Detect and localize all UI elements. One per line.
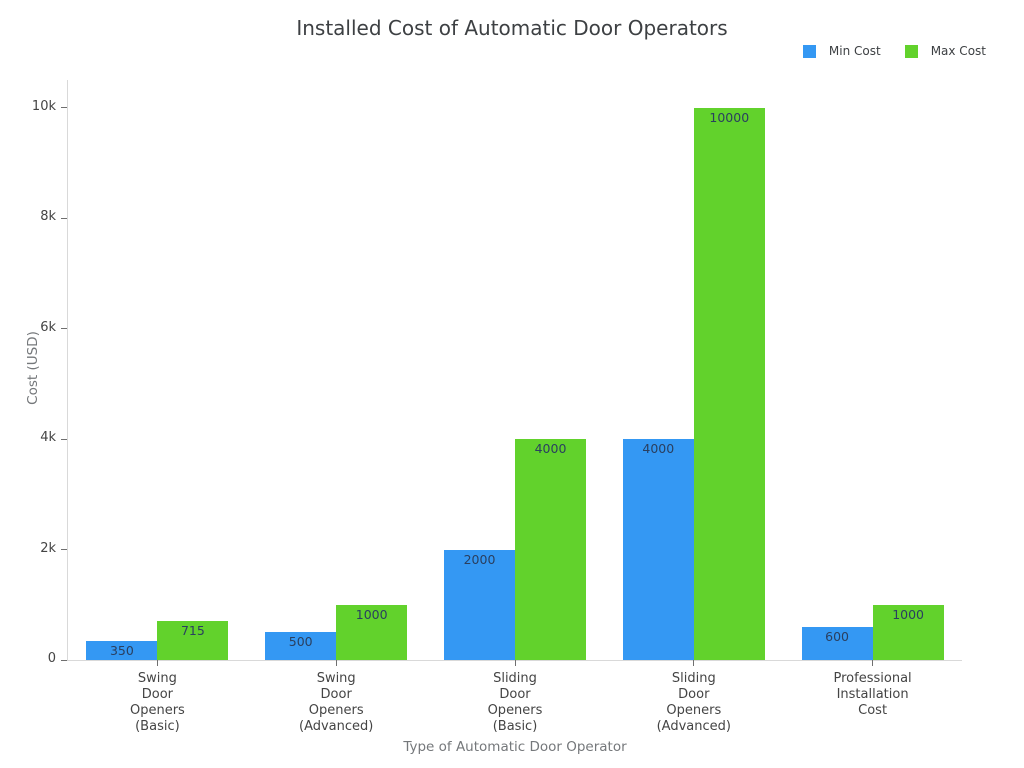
bar-value-label: 1000 [355, 606, 388, 622]
legend-item-min-cost[interactable]: Min Cost [802, 44, 881, 58]
x-tick-label-line: (Advanced) [656, 719, 731, 734]
bar-max-cost-sliding-door-openers-advanced [693, 107, 765, 660]
chart-title: Installed Cost of Automatic Door Operato… [296, 16, 728, 40]
y-tick-label: 10k [31, 98, 56, 114]
legend-label: Min Cost [828, 44, 881, 58]
y-axis-title: Cost (USD) [25, 331, 41, 405]
bar-max-cost-sliding-door-openers-basic [515, 439, 586, 660]
bar-value-label: 350 [109, 642, 134, 658]
x-tick-label-line: Door [320, 687, 352, 702]
x-tick-label: Swing Door Openers (Basic) [72, 671, 242, 735]
x-tick-label: Sliding Door Openers (Basic) [430, 671, 600, 735]
x-tick-label-line: Professional [833, 671, 912, 686]
x-tick-label-line: (Basic) [492, 719, 538, 734]
legend-swatch [802, 44, 816, 58]
bar-max-cost-swing-door-openers-advanced [336, 604, 408, 660]
bar-value-label: 4000 [534, 441, 567, 457]
x-tick [514, 660, 516, 666]
bar-max-cost-professional-installation-cost [872, 604, 944, 660]
x-tick-label-line: Door [678, 687, 710, 702]
y-tick [61, 217, 67, 219]
bar-min-cost-sliding-door-openers-basic [444, 549, 515, 660]
x-tick-label-line: Cost [858, 703, 888, 718]
y-axis-line [67, 80, 68, 660]
x-tick-label-line: Openers [308, 703, 364, 718]
y-tick-label: 2k [40, 540, 56, 556]
y-tick-label: 4k [40, 430, 56, 446]
legend-label: Max Cost [930, 44, 986, 58]
y-tick [61, 328, 67, 330]
legend-item-max-cost[interactable]: Max Cost [904, 44, 986, 58]
bar-max-cost-swing-door-openers-basic [157, 620, 229, 660]
x-tick-label-line: Installation [836, 687, 909, 702]
y-tick [61, 107, 67, 109]
bar-value-label: 1000 [892, 606, 924, 622]
x-tick-label-line: Sliding [493, 671, 537, 686]
bar-value-label: 600 [825, 628, 850, 644]
x-axis-title: Type of Automatic Door Operator [403, 739, 627, 755]
bar-min-cost-swing-door-openers-advanced [265, 632, 337, 660]
bar-value-label: 2000 [463, 551, 496, 567]
plot-area: 0 2k 4k 6k 8k 10k Swing Door Openers (Basic) 350 71… [32, 80, 962, 734]
x-tick [693, 660, 695, 666]
y-tick-label: 0 [47, 651, 56, 666]
x-tick-label: Swing Door Openers (Advanced) [251, 671, 421, 735]
bar-value-label: 500 [288, 634, 313, 650]
y-tick [61, 659, 67, 661]
x-tick-label-line: (Basic) [135, 719, 180, 734]
x-tick-label-line: Openers [129, 703, 185, 718]
x-tick-label: Sliding Door Openers (Advanced) [609, 671, 779, 735]
x-tick-label-line: (Advanced) [299, 719, 374, 734]
y-tick-label: 6k [40, 319, 56, 335]
x-tick-label-line: Door [499, 687, 531, 702]
bar-value-label: 715 [180, 622, 205, 638]
y-tick-label: 8k [40, 209, 56, 225]
x-tick-label: Professional Installation Cost [788, 671, 958, 719]
legend: Min Cost Max Cost [802, 44, 986, 58]
bar-min-cost-swing-door-openers-basic [86, 640, 158, 660]
bar-min-cost-sliding-door-openers-advanced [622, 439, 694, 660]
x-tick-label-line: Sliding [671, 671, 716, 686]
y-tick [61, 438, 67, 440]
x-tick [156, 660, 158, 666]
x-tick-label-line: Openers [666, 703, 722, 718]
x-tick [335, 660, 337, 666]
y-tick [61, 549, 67, 551]
x-tick-label-line: Openers [487, 703, 543, 718]
bar-value-label: 4000 [642, 441, 675, 457]
bar-value-label: 10000 [709, 109, 750, 125]
x-tick-label-line: Swing [137, 671, 177, 686]
x-tick [872, 660, 874, 666]
legend-swatch [904, 44, 918, 58]
x-tick-label-line: Swing [316, 671, 356, 686]
x-tick-label-line: Door [141, 687, 174, 702]
bar-min-cost-professional-installation-cost [801, 626, 873, 660]
